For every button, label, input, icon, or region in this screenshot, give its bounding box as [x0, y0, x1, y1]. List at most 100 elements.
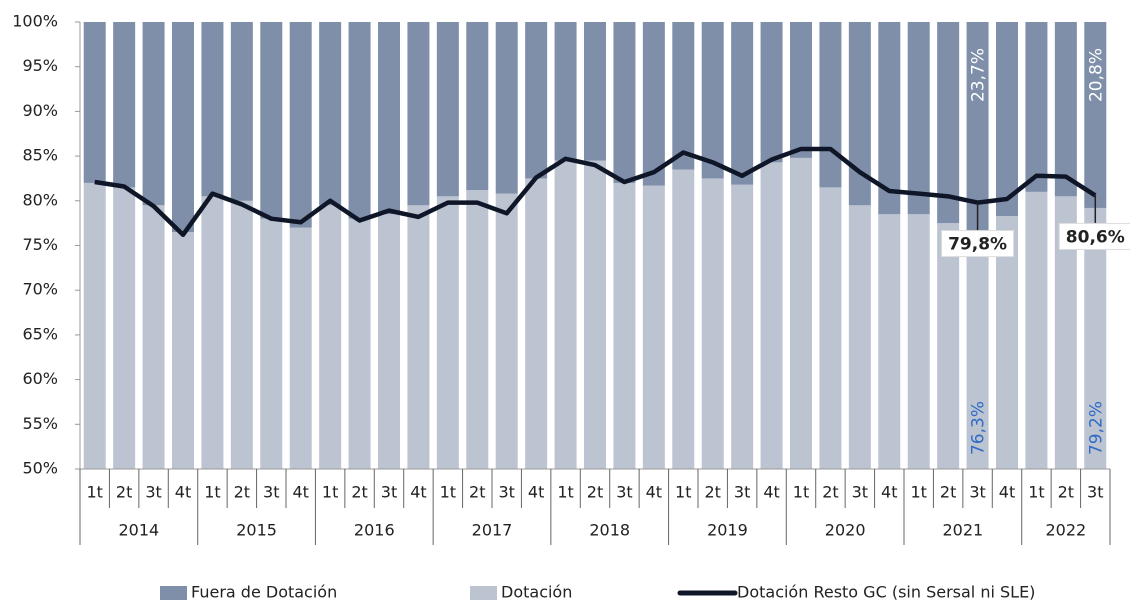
x-tick-label: 3t: [263, 483, 279, 502]
x-group-label: 2016: [354, 521, 395, 540]
x-tick-label: 1t: [557, 483, 573, 502]
bar-segment: [613, 22, 636, 183]
bar-segment: [289, 227, 312, 469]
bar-segment: [348, 218, 371, 469]
x-group-label: 2017: [472, 521, 513, 540]
y-tick-label: 95%: [22, 56, 58, 75]
bar-segment: [996, 215, 1018, 469]
x-tick-label: 3t: [734, 483, 750, 502]
bar-segment: [495, 193, 518, 469]
bar-segment: [731, 184, 754, 469]
bar-segment: [760, 22, 783, 163]
bar-segment: [613, 182, 636, 470]
bar-segment: [436, 22, 459, 197]
x-tick-label: 4t: [528, 483, 544, 502]
bar-segment: [260, 218, 283, 469]
bar-segment: [642, 185, 665, 470]
x-tick-label: 2t: [234, 483, 250, 502]
bar-segment: [966, 233, 989, 469]
bar-segment: [113, 187, 136, 469]
x-tick-label: 1t: [793, 483, 809, 502]
y-tick-label: 70%: [22, 280, 58, 299]
bar-segment: [142, 22, 165, 206]
x-group-label: 2022: [1045, 521, 1086, 540]
y-tick-label: 80%: [22, 190, 58, 209]
x-tick-label: 2t: [1058, 483, 1074, 502]
bar-segment: [378, 22, 400, 215]
x-tick-label: 4t: [881, 483, 897, 502]
x-tick-label: 1t: [1028, 483, 1044, 502]
bar-segment: [1025, 191, 1048, 470]
x-group-label: 2020: [825, 521, 866, 540]
x-tick-label: 1t: [204, 483, 220, 502]
bar-segment: [525, 22, 548, 179]
x-group-label: 2019: [707, 521, 748, 540]
bar-segment: [1084, 207, 1107, 469]
legend-swatch: [160, 586, 187, 600]
x-tick-label: 4t: [646, 483, 662, 502]
x-tick-label: 2t: [704, 483, 720, 502]
x-tick-label: 3t: [852, 483, 868, 502]
legend-label: Dotación Resto GC (sin Sersal ni SLE): [737, 583, 1035, 602]
bar-segment: [378, 214, 400, 469]
y-tick-label: 90%: [22, 101, 58, 120]
y-tick-label: 50%: [22, 459, 58, 478]
bar-segment: [554, 160, 577, 469]
label-box: [941, 230, 1015, 258]
x-tick-label: 4t: [410, 483, 426, 502]
x-tick-label: 1t: [86, 483, 102, 502]
bar-segment: [760, 162, 783, 469]
bar-segment: [525, 178, 548, 469]
bar-segment: [878, 214, 901, 469]
x-tick-label: 2t: [587, 483, 603, 502]
legend-swatch: [470, 586, 497, 600]
y-tick-label: 75%: [22, 235, 58, 254]
bar-segment: [937, 223, 960, 469]
bar-segment: [1054, 196, 1077, 469]
x-group-label: 2021: [942, 521, 983, 540]
line-value-label: 79,8%: [948, 235, 1007, 255]
y-tick-label: 60%: [22, 369, 58, 388]
bar-segment: [495, 22, 518, 194]
bar-segment: [172, 232, 194, 469]
bar-segment: [1084, 22, 1107, 208]
x-tick-label: 4t: [292, 483, 308, 502]
bar-segment: [584, 22, 606, 161]
bar-segment: [289, 22, 312, 228]
x-tick-label: 1t: [675, 483, 691, 502]
bar-segment: [907, 22, 930, 215]
bar-segment: [819, 187, 842, 469]
x-tick-label: 1t: [440, 483, 456, 502]
bar-segment: [672, 22, 695, 170]
legend-label: Dotación: [501, 583, 572, 602]
x-tick-label: 2t: [469, 483, 485, 502]
bar-segment: [701, 178, 724, 469]
bar-segment: [966, 22, 989, 234]
bar-segment: [407, 205, 430, 469]
line: [94, 146, 1097, 238]
bar-segment: [907, 214, 930, 469]
x-tick-label: 2t: [351, 483, 367, 502]
bar-segment: [319, 205, 342, 469]
x-tick-label: 2t: [822, 483, 838, 502]
bar-segment: [878, 22, 901, 215]
bar-segment: [996, 22, 1018, 216]
bar-segment: [1054, 22, 1077, 197]
bar-segment: [83, 22, 106, 183]
x-tick-label: 3t: [145, 483, 161, 502]
bar-segment: [201, 22, 224, 197]
bar-segment: [731, 22, 754, 185]
x-tick-label: 2t: [116, 483, 132, 502]
bar-segment: [819, 22, 842, 188]
x-group-label: 2015: [236, 521, 277, 540]
x-tick-label: 4t: [175, 483, 191, 502]
y-tick-label: 100%: [12, 12, 58, 31]
x-tick-label: 3t: [1087, 483, 1103, 502]
x-tick-label: 2t: [940, 483, 956, 502]
bar-segment: [848, 22, 871, 206]
bar-segment: [584, 160, 606, 469]
x-tick-label: 3t: [969, 483, 985, 502]
bar-segment: [554, 22, 577, 161]
bar-segment: [642, 22, 665, 186]
